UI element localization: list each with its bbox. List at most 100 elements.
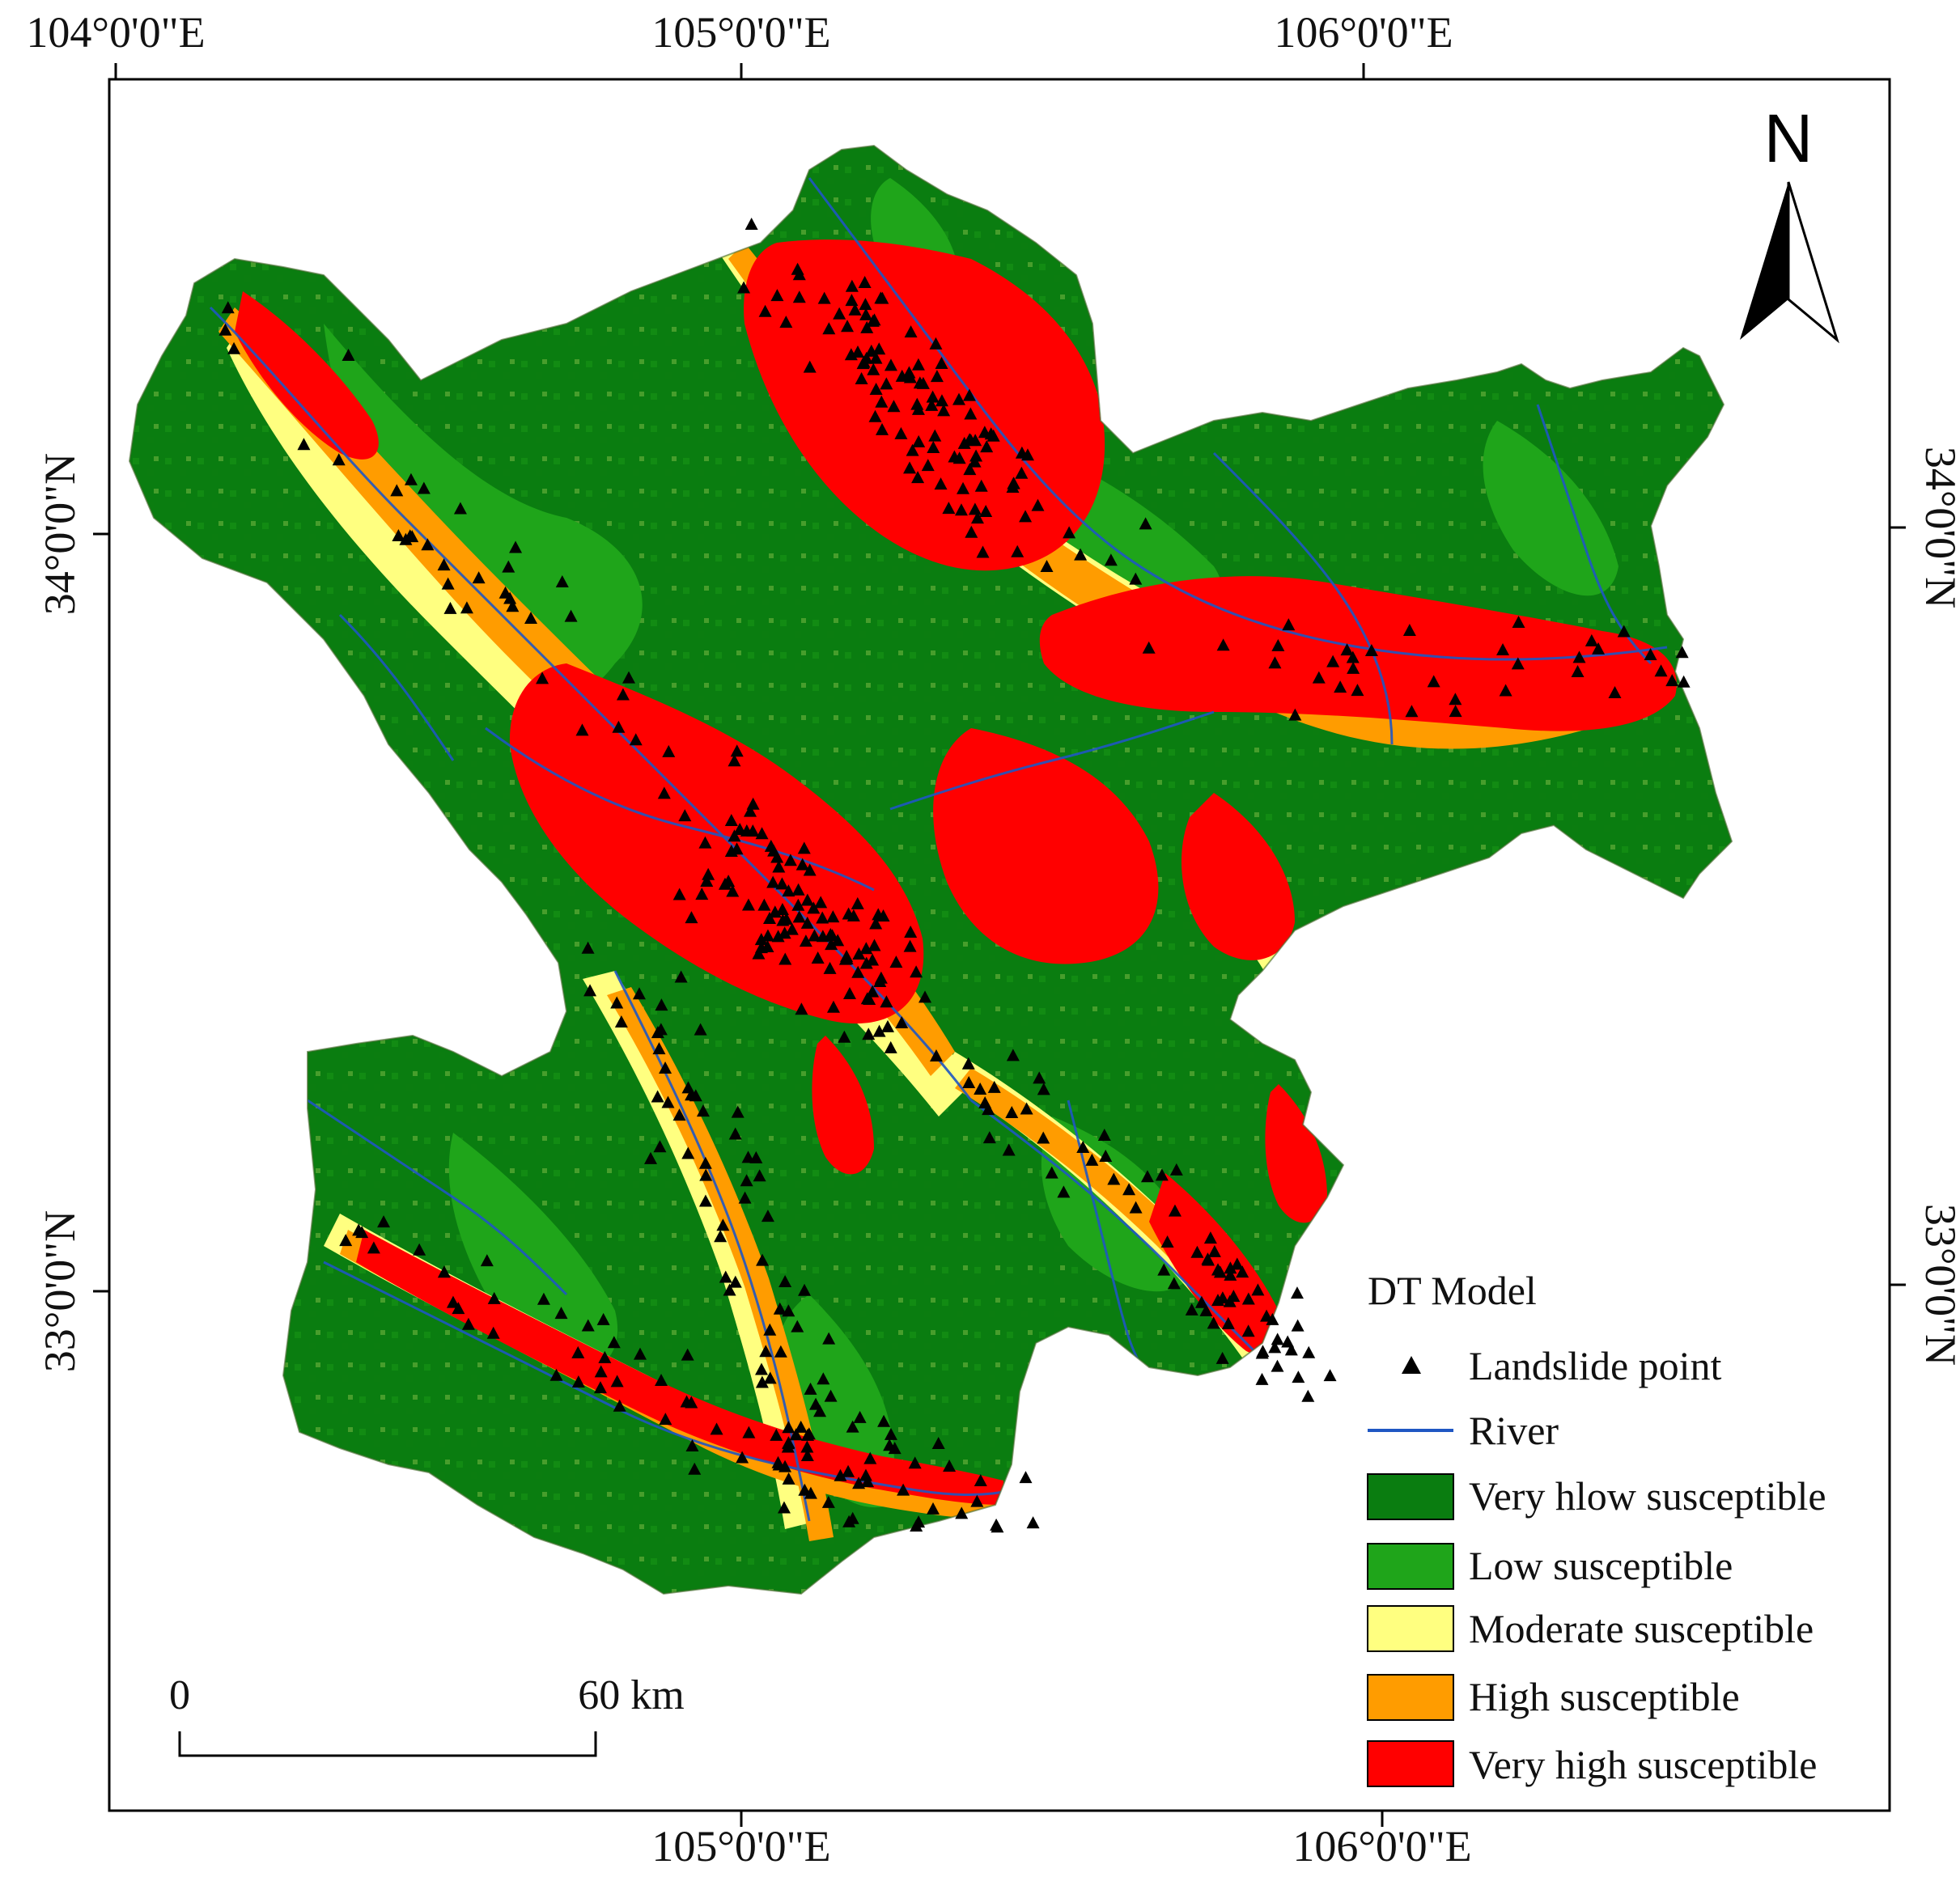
landslide-point: [583, 984, 597, 997]
landslide-point: [757, 898, 771, 911]
landslide-point: [740, 824, 753, 837]
landslide-point: [1201, 1252, 1215, 1265]
legend-item-river: River: [1368, 1408, 1559, 1453]
landslide-point: [838, 952, 852, 965]
landslide-point: [661, 1095, 675, 1108]
landslide-point: [1157, 1263, 1171, 1276]
landslide-point: [792, 910, 806, 923]
landslide-point: [339, 1234, 353, 1247]
landslide-point: [782, 1421, 795, 1434]
landslide-point: [852, 1477, 866, 1489]
study-region: [129, 146, 1732, 1594]
landslide-point: [1199, 1303, 1213, 1316]
landslide-point: [218, 323, 232, 336]
landslide-point: [297, 438, 311, 451]
landslide-point: [1099, 1149, 1113, 1162]
landslide-point: [955, 1506, 969, 1519]
landslide-point: [766, 875, 780, 888]
landslide-point: [502, 560, 515, 573]
landslide-point: [651, 1090, 664, 1103]
landslide-point: [1129, 572, 1143, 585]
scale-bar-end-label: 60 km: [578, 1672, 684, 1718]
landslide-point: [761, 1210, 774, 1222]
landslide-point: [895, 1016, 909, 1029]
landslide-point: [1241, 1292, 1255, 1305]
landslide-point: [1405, 705, 1419, 718]
landslide-point: [472, 571, 486, 584]
landslide-point: [831, 934, 845, 947]
landslide-point: [821, 1495, 835, 1508]
landslide-point: [1085, 1153, 1099, 1166]
landslide-point: [964, 407, 978, 420]
landslide-point: [869, 382, 883, 395]
landslide-point: [685, 1439, 699, 1452]
landslide-point: [392, 529, 405, 542]
landslide-point: [803, 863, 817, 876]
landslide-point: [913, 376, 927, 389]
landslide-point: [1592, 642, 1606, 655]
landslide-point: [862, 1027, 876, 1040]
landslide-point: [1326, 655, 1340, 667]
landslide-point: [726, 884, 740, 897]
landslide-point: [654, 1023, 668, 1036]
landslide-point: [1057, 1185, 1071, 1198]
landslide-point: [390, 484, 404, 497]
landslide-point: [976, 545, 990, 558]
landslide-point: [737, 281, 751, 294]
landslide-point: [1224, 1261, 1237, 1274]
landslide-point: [1266, 1312, 1279, 1325]
landslide-point: [817, 291, 831, 304]
landslide-point: [872, 1024, 886, 1037]
landslide-point: [816, 911, 829, 924]
landslide-point: [1216, 638, 1230, 651]
landslide-point: [596, 1312, 610, 1325]
graticule-ticks: [93, 63, 1906, 1827]
landslide-point: [1677, 675, 1691, 688]
landslide-point: [948, 450, 961, 463]
landslide-point: [342, 348, 355, 361]
landslide-point: [659, 1413, 672, 1426]
landslide-point: [942, 502, 956, 515]
landslide-point: [934, 477, 948, 490]
landslide-point: [437, 1265, 451, 1278]
landslide-point: [1449, 705, 1462, 718]
landslide-point: [1572, 650, 1586, 663]
landslide-point: [791, 262, 804, 275]
landslide-point: [1211, 1294, 1224, 1307]
landslide-point: [754, 933, 768, 946]
landslide-point: [1334, 680, 1347, 693]
landslide-point: [856, 357, 870, 370]
landslide-point: [1312, 671, 1326, 684]
landslide-point: [1241, 1324, 1255, 1337]
landslide-point: [908, 1456, 922, 1469]
landslide-point: [822, 1332, 836, 1345]
landslide-point: [549, 1368, 563, 1381]
landslide-point: [982, 1131, 996, 1144]
landslide-point: [937, 404, 951, 417]
landslide-point: [789, 1428, 803, 1441]
landslide-point: [982, 1103, 995, 1116]
landslide-point: [736, 1451, 749, 1464]
landslide-point: [613, 1399, 626, 1412]
landslide-point: [581, 941, 595, 954]
landslide-point: [970, 511, 984, 524]
landslide-point: [894, 426, 908, 439]
landslide-point: [1224, 1268, 1237, 1281]
landslide-point: [554, 1307, 568, 1320]
landslide-point: [903, 461, 917, 474]
landslide-point: [814, 896, 828, 909]
landslide-point: [461, 1317, 475, 1330]
landslide-point: [1512, 616, 1525, 629]
landslide-point: [859, 956, 873, 969]
landslide-point: [1230, 1257, 1244, 1270]
landslide-point: [883, 1438, 897, 1451]
landslide-point: [1256, 1345, 1270, 1358]
landslide-point: [804, 1382, 817, 1395]
landslide-point: [1364, 644, 1378, 657]
landslide-point: [728, 754, 741, 767]
legend-item-moderate: Moderate susceptible: [1367, 1605, 1814, 1652]
landslide-point: [700, 874, 714, 887]
landslide-point: [824, 1389, 838, 1402]
landslide-point: [741, 898, 755, 911]
landslide-point: [841, 320, 855, 333]
